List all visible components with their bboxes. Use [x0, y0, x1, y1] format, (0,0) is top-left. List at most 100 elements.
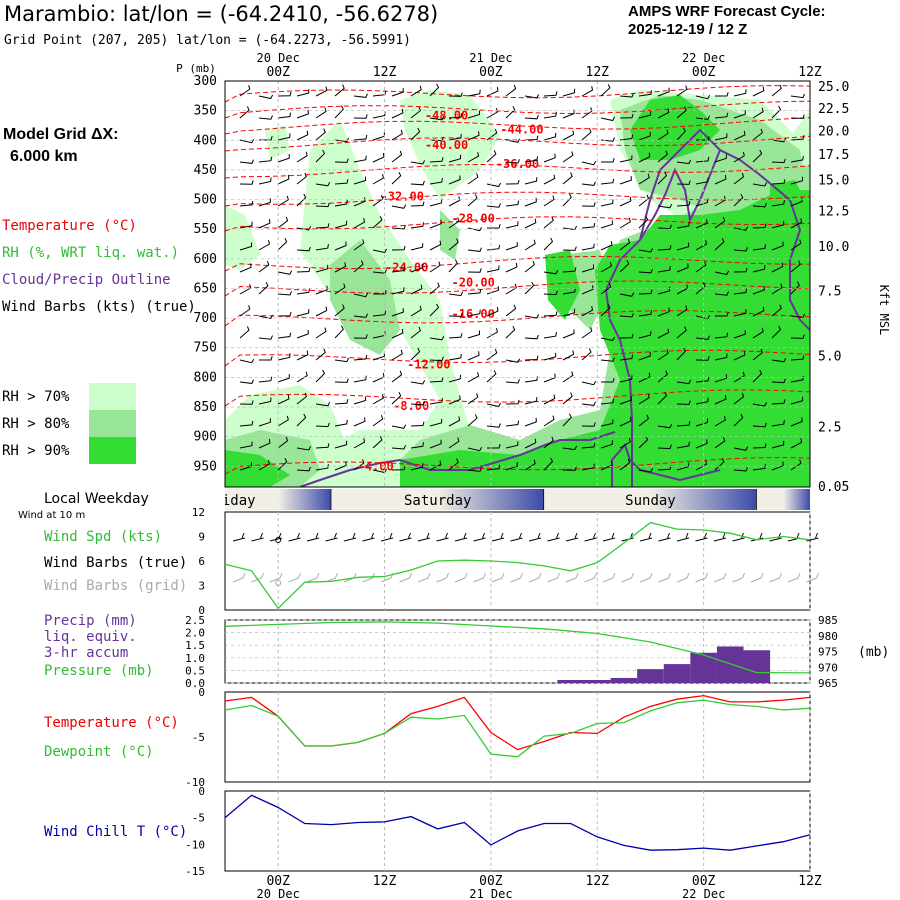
- wind-barb: [334, 105, 344, 119]
- wind-barb: [486, 423, 501, 428]
- date-label-bottom: 21 Dec: [469, 887, 512, 900]
- wind-barb: [676, 159, 692, 165]
- wind-barb-true: [547, 532, 560, 542]
- wind-barb: [562, 130, 575, 141]
- height-tick-label: 5.0: [818, 350, 841, 365]
- wind-barb: [581, 160, 597, 166]
- rh-legend: RH (%, WRT liq. wat.): [2, 245, 180, 261]
- wind-barb: [467, 110, 480, 119]
- wind-barb: [752, 464, 766, 471]
- rh90-region: [630, 95, 720, 160]
- precip-bar: [743, 650, 771, 683]
- wind-barb: [657, 203, 673, 209]
- wind-speed-line: [224, 521, 811, 610]
- pressure-axis-title: (mb): [858, 645, 889, 660]
- wind-barb: [714, 395, 727, 405]
- wind-barb: [581, 222, 596, 229]
- wind-speed-tick-label: 3: [198, 580, 205, 593]
- wind-barb-grid: [417, 572, 431, 583]
- wind-barb: [391, 266, 406, 273]
- wind-panel: [224, 511, 811, 611]
- precip-tick-label: 0.0: [185, 677, 205, 690]
- dewpoint-line: [224, 699, 811, 758]
- wind-barb: [638, 351, 651, 361]
- height-tick-label: 2.5: [818, 421, 841, 436]
- wind-barb: [752, 86, 765, 97]
- height-tick-label: 25.0: [818, 80, 849, 95]
- wind-barb: [372, 414, 384, 427]
- wind-barb-grid: [510, 572, 523, 583]
- wind-barb: [695, 177, 709, 185]
- wind-barb-true: [288, 532, 301, 542]
- wind-barb: [543, 237, 554, 251]
- wind-barb: [239, 106, 250, 119]
- wind-barb: [334, 158, 349, 163]
- wind-barb: [429, 219, 442, 229]
- wind-barb-grid: [288, 572, 301, 583]
- wind-barb: [714, 175, 727, 185]
- wind-barb: [601, 378, 615, 383]
- wind-barb: [714, 133, 728, 141]
- wind-barb: [315, 264, 329, 273]
- temperature-legend: Temperature (°C): [2, 218, 137, 234]
- wind-barb: [733, 413, 744, 427]
- wind-barb: [239, 138, 255, 144]
- wind-barb-grid: [658, 572, 671, 583]
- wind-barb: [258, 282, 269, 295]
- weekday-segment: [544, 489, 757, 510]
- wind-barb: [676, 180, 691, 185]
- wind-barb: [334, 137, 350, 143]
- wind-barb: [714, 332, 729, 339]
- wind-barb: [676, 127, 686, 141]
- wind-barb: [258, 177, 272, 185]
- precip-tick-label: 2.0: [185, 627, 205, 640]
- wind-barb: [277, 436, 289, 449]
- wind-barb: [258, 459, 270, 471]
- wind-barb: [676, 326, 687, 339]
- wind-barb: [601, 158, 615, 163]
- wind-barb: [790, 396, 804, 405]
- wind-barb: [524, 397, 538, 405]
- wind-barb: [505, 420, 520, 427]
- time-axis-label-bottom: 00Z: [479, 874, 503, 889]
- height-tick-label: 10.0: [818, 240, 849, 255]
- wind-barb: [505, 399, 520, 405]
- wind-barb: [467, 309, 481, 317]
- pressure-tick-label: 800: [194, 370, 217, 385]
- wind-barb: [524, 177, 538, 185]
- rh80-swatch: [89, 410, 136, 437]
- wind-barb-grid: [806, 572, 819, 583]
- wind-barb: [258, 94, 274, 100]
- wind-barb: [524, 281, 535, 295]
- wind-barb: [372, 173, 384, 185]
- wind-barb: [638, 468, 654, 473]
- wind-barb-true: [362, 532, 375, 542]
- height-tick-label: 0.05: [818, 480, 849, 495]
- wind-barb: [467, 89, 481, 97]
- wind-barb: [505, 379, 520, 384]
- wind-barb: [562, 350, 575, 361]
- wind-barb: [277, 195, 289, 207]
- wind-barb: [334, 179, 349, 185]
- wind-barb: [448, 416, 461, 427]
- wind-chill-tick-label: 0: [198, 785, 205, 798]
- wind-barb-true: [528, 532, 542, 542]
- wind-barbs-profile: [239, 83, 806, 474]
- wind-barb-grid: [769, 572, 782, 583]
- wind-barb: [714, 195, 726, 207]
- wind-barb: [771, 304, 782, 317]
- wind-barb-true: [510, 532, 523, 542]
- wind-barb: [714, 415, 726, 427]
- wind-barb: [467, 467, 482, 472]
- wind-barb-grid: [547, 572, 560, 583]
- wind-barb: [619, 217, 631, 229]
- wind-barb: [353, 292, 369, 298]
- pressure-legend: Pressure (mb): [44, 663, 154, 679]
- wind-barb: [486, 265, 500, 273]
- wind-barb: [353, 176, 366, 185]
- wind-barb: [676, 305, 688, 317]
- pressure-tick-label: 975: [818, 646, 838, 659]
- wind-barb: [752, 265, 766, 273]
- wind-barb-grid: [436, 572, 449, 583]
- wind-barb: [714, 238, 725, 251]
